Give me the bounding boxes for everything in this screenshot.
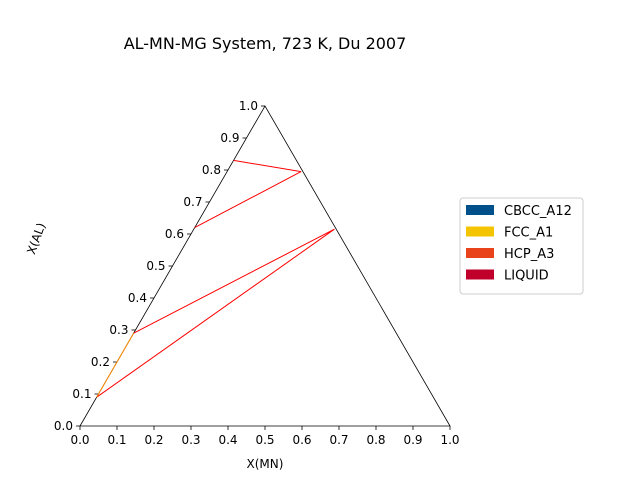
triangle-outline <box>79 105 451 427</box>
y-tick-label: 0.8 <box>202 163 221 177</box>
tie-line <box>133 228 335 334</box>
y-tick-label: 0.3 <box>109 323 128 337</box>
y-tick-label: 0.6 <box>165 227 184 241</box>
legend-swatch <box>466 205 494 215</box>
legend-swatch <box>466 269 494 280</box>
chart-title: AL-MN-MG System, 723 K, Du 2007 <box>124 34 407 53</box>
x-tick-label: 1.0 <box>440 433 459 447</box>
legend-label: LIQUID <box>504 269 549 284</box>
y-tick-label: 0.4 <box>128 291 147 305</box>
x-tick-label: 0.6 <box>292 433 311 447</box>
x-tick-label: 0.8 <box>366 433 385 447</box>
x-tick-label: 0.9 <box>403 433 422 447</box>
x-tick-label: 0.1 <box>107 433 126 447</box>
tie-line <box>233 159 302 173</box>
x-tick-label: 0.5 <box>255 433 274 447</box>
legend-label: HCP_A3 <box>504 247 554 262</box>
y-axis-ticks: 0.0 0.1 0.2 0.3 0.4 0.5 0.6 0.7 0.8 0.9 1.0 <box>54 99 265 433</box>
legend-swatch <box>466 226 494 237</box>
x-tick-label: 0.2 <box>144 433 163 447</box>
phase-boundary-segment <box>96 332 135 398</box>
y-tick-label: 0.1 <box>72 387 91 401</box>
tie-line <box>194 171 302 229</box>
legend: CBCC_A12 FCC_A1 HCP_A3 LIQUID <box>459 197 584 295</box>
y-tick-label: 0.2 <box>91 355 110 369</box>
y-tick-label: 0.9 <box>220 131 239 145</box>
y-tick-label: 1.0 <box>239 99 258 113</box>
x-tick-label: 0.0 <box>70 433 89 447</box>
legend-label: FCC_A1 <box>504 226 553 241</box>
y-tick-label: 0.0 <box>54 419 73 433</box>
tie-lines <box>96 159 335 398</box>
x-axis-label: X(MN) <box>247 457 284 471</box>
tie-line <box>96 228 335 398</box>
x-tick-label: 0.3 <box>181 433 200 447</box>
y-axis-label: X(AL) <box>24 221 48 256</box>
legend-swatch <box>466 248 494 258</box>
x-tick-label: 0.7 <box>329 433 348 447</box>
y-tick-label: 0.7 <box>183 195 202 209</box>
y-tick-label: 0.5 <box>146 259 165 273</box>
legend-label: CBCC_A12 <box>504 204 572 219</box>
x-tick-label: 0.4 <box>218 433 237 447</box>
triangle-frame <box>79 105 451 427</box>
x-axis-ticks: 0.0 0.1 0.2 0.3 0.4 0.5 0.6 0.7 0.8 0.9 1.0 <box>70 426 460 447</box>
